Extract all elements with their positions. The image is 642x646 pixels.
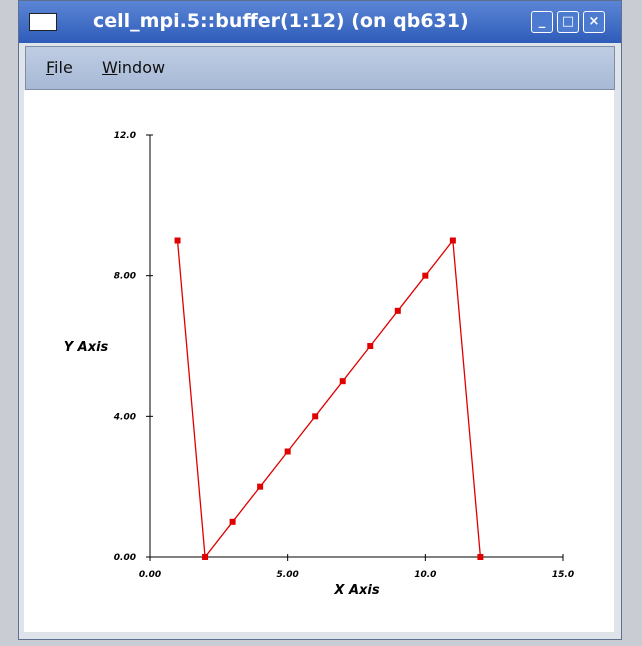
x-tick-label: 0.00 bbox=[139, 570, 161, 580]
point-marker bbox=[422, 273, 428, 279]
point-marker bbox=[230, 519, 236, 525]
x-tick-label: 10.0 bbox=[414, 570, 436, 580]
point-marker bbox=[367, 343, 373, 349]
point-marker bbox=[257, 484, 263, 490]
y-tick-label: 12.0 bbox=[114, 131, 136, 141]
point-marker bbox=[340, 378, 346, 384]
x-tick-label: 15.0 bbox=[552, 570, 574, 580]
point-marker bbox=[477, 554, 483, 560]
point-marker bbox=[175, 238, 181, 244]
x-tick-label: 5.00 bbox=[277, 570, 299, 580]
plot-background bbox=[24, 90, 614, 632]
point-marker bbox=[395, 308, 401, 314]
y-tick-label: 0.00 bbox=[114, 553, 136, 563]
point-marker bbox=[312, 413, 318, 419]
y-tick-label: 4.00 bbox=[113, 412, 136, 422]
point-marker bbox=[450, 238, 456, 244]
x-axis-label: X Axis bbox=[333, 583, 379, 598]
chart: Y Axis X Axis 0.00 4.00 8.00 12.0 0.00 5.00 10… bbox=[0, 0, 642, 646]
y-tick-label: 8.00 bbox=[114, 272, 136, 282]
point-marker bbox=[202, 554, 208, 560]
desktop: cell_mpi.5::buffer(1:12) (on qb631) _ □ … bbox=[0, 0, 642, 646]
y-axis-label: Y Axis bbox=[64, 340, 109, 355]
point-marker bbox=[285, 449, 291, 455]
